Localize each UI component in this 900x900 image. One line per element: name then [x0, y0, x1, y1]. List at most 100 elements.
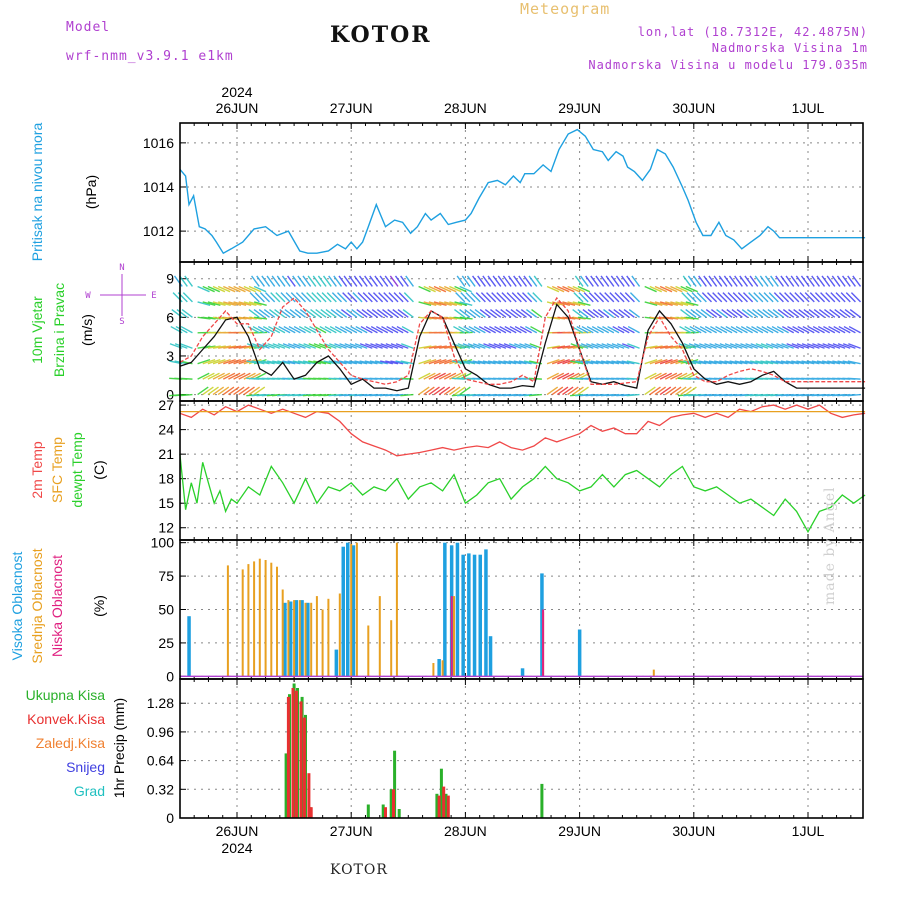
- wind-barb: [832, 360, 846, 365]
- wind-barb: [172, 292, 183, 303]
- wind-barb: [507, 275, 517, 287]
- wind-barb: [278, 325, 291, 334]
- wind-barb: [257, 343, 270, 349]
- wind-barb: [800, 275, 810, 287]
- wind-barb: [423, 372, 436, 380]
- wind-barb: [703, 360, 717, 365]
- wind-barb: [605, 275, 615, 287]
- high-cloud-axis-title: Visoka Oblacnost: [9, 552, 25, 661]
- wind-barb: [567, 285, 580, 293]
- wind-barb: [551, 285, 565, 293]
- wind-barb: [606, 360, 620, 365]
- wind-barb: [546, 285, 560, 293]
- compass-w: W: [85, 291, 91, 301]
- precip-bar: [540, 783, 544, 818]
- wind-barb: [293, 343, 306, 349]
- wind-barb: [443, 285, 457, 293]
- wind-barb: [583, 292, 594, 303]
- wind-barb: [475, 292, 486, 303]
- wind-barb: [238, 301, 252, 307]
- wind-barb: [654, 372, 667, 380]
- wind-barb: [847, 393, 861, 397]
- wind-barb: [387, 308, 399, 318]
- wind-barb: [370, 343, 383, 349]
- wind-barb: [817, 325, 831, 334]
- wind-barb: [348, 275, 358, 287]
- wind-barb: [223, 358, 236, 365]
- cloud-bar: [351, 545, 356, 677]
- wind-barb: [580, 360, 594, 365]
- wind-barb: [287, 360, 301, 365]
- wind-barb: [723, 275, 733, 287]
- wind-barb: [287, 343, 301, 349]
- wind-barb: [330, 308, 342, 318]
- wind-barb: [217, 372, 231, 380]
- wind-barb: [546, 358, 560, 365]
- wind-barb: [365, 325, 378, 334]
- wind-barb: [478, 325, 491, 334]
- wind-barb: [611, 360, 625, 365]
- precip-bar: [307, 773, 311, 818]
- panel-frame: [179, 122, 864, 263]
- wind-barb: [680, 308, 692, 318]
- wind-barb: [438, 372, 452, 380]
- wind-barb: [207, 386, 219, 396]
- wind-barb: [582, 308, 594, 318]
- wind-barb: [405, 275, 415, 287]
- cloud-bar: [540, 573, 544, 677]
- meteogram-label: Meteogram: [520, 0, 611, 18]
- wind-barb: [557, 372, 570, 380]
- wind-barb: [323, 343, 337, 349]
- wind-barb: [473, 325, 486, 334]
- wind-barb: [608, 308, 620, 318]
- wind-barb: [654, 301, 668, 307]
- wind-barb: [381, 325, 394, 334]
- wind-barb: [562, 386, 574, 396]
- wind-barb: [788, 308, 800, 318]
- precip-axis-title: 1hr Precip (mm): [111, 698, 127, 798]
- wind-barb: [748, 292, 759, 303]
- wind-barb: [428, 301, 442, 307]
- cloud-bar: [652, 669, 655, 677]
- wind-barb: [349, 343, 363, 349]
- wind-barb: [761, 325, 774, 334]
- cloud-bar: [306, 602, 310, 677]
- wind-barb: [801, 360, 815, 365]
- wind-barb: [734, 360, 748, 365]
- precip-bar: [439, 768, 443, 818]
- wind-barb: [514, 325, 527, 334]
- wind-barb: [704, 325, 717, 334]
- cloud-bar: [484, 549, 488, 677]
- wind-barb: [390, 343, 404, 349]
- cloud-bar: [350, 544, 353, 677]
- wind-barb: [725, 325, 738, 334]
- wind-barb: [281, 275, 291, 287]
- wind-barb: [686, 292, 697, 303]
- cloud-bar: [341, 546, 345, 677]
- wind-barb: [282, 343, 296, 349]
- wind-barb: [493, 360, 507, 365]
- cloud-unit: (%): [91, 595, 107, 617]
- cloud-bar: [300, 600, 304, 677]
- wind-barb: [385, 343, 399, 349]
- wind-barb: [644, 345, 658, 349]
- wind-barb: [418, 358, 432, 365]
- wind-barb: [808, 308, 820, 318]
- cloud-bar: [253, 561, 256, 677]
- wind-barb: [344, 360, 358, 365]
- wind-barb: [516, 292, 527, 303]
- wind-barb: [449, 386, 461, 396]
- wind-barb: [785, 360, 800, 365]
- cloud-bar: [450, 596, 453, 677]
- wind-barb: [708, 275, 718, 287]
- wind-barb: [375, 325, 389, 334]
- wind-barb: [261, 275, 271, 287]
- wind-barb: [326, 292, 337, 303]
- wind-barb: [577, 386, 589, 396]
- wind-barb: [181, 308, 193, 318]
- compass-e: E: [151, 291, 156, 301]
- wind-barb: [670, 285, 683, 293]
- y-tick-label: 0.96: [147, 724, 174, 740]
- wind-barb: [319, 325, 332, 334]
- wind-barb: [621, 360, 635, 365]
